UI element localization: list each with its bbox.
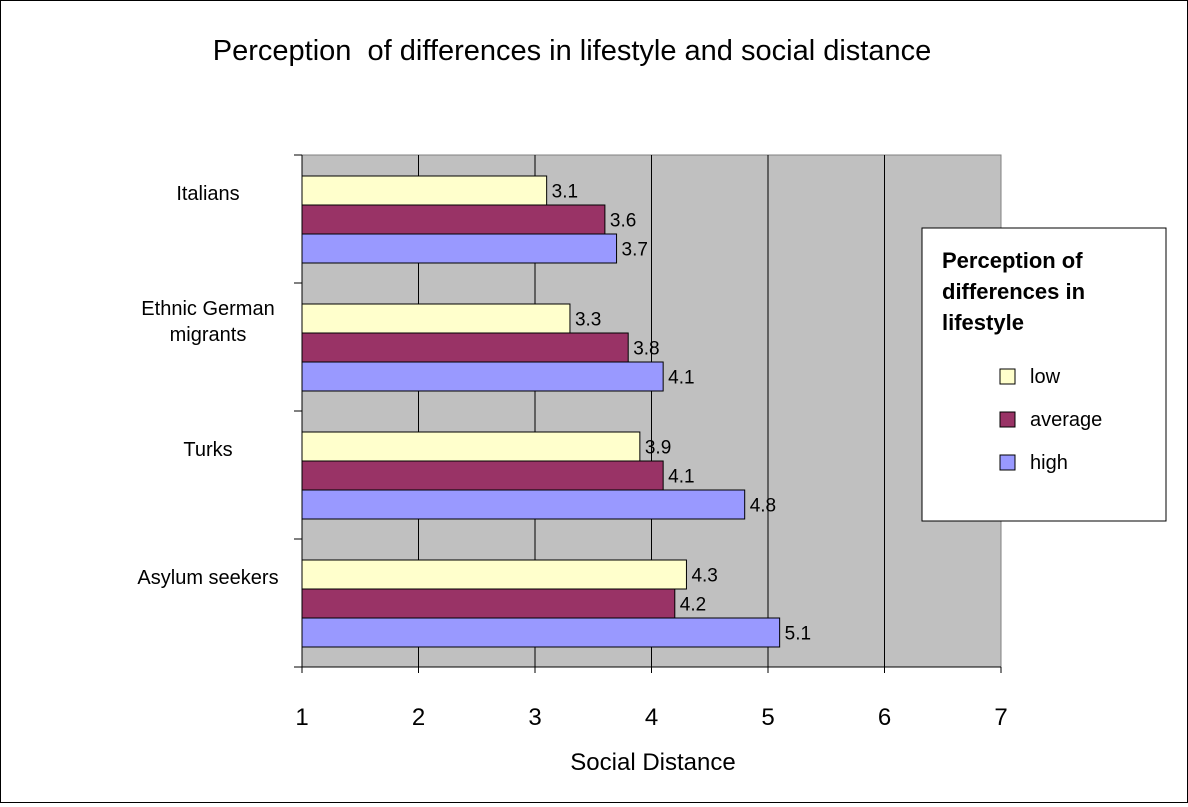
data-label: 3.9: [645, 438, 671, 459]
bar: [301, 588, 676, 619]
bar: [301, 559, 687, 590]
legend-title: lifestyle: [942, 310, 1024, 335]
category-label: Italians: [176, 183, 239, 205]
data-label: 3.8: [633, 339, 659, 360]
legend-box: [921, 227, 1167, 522]
bar: [301, 332, 629, 363]
data-label: 3.3: [575, 310, 601, 331]
x-tick-label: 3: [528, 704, 541, 731]
legend-label: average: [1030, 409, 1102, 431]
data-label: 3.7: [622, 240, 648, 261]
x-tick-label: 4: [645, 704, 658, 731]
data-label: 4.1: [668, 368, 694, 389]
bar: [301, 361, 664, 392]
bar: [301, 617, 781, 648]
data-label: 4.3: [691, 566, 717, 587]
bar: [301, 431, 641, 462]
data-label: 4.2: [680, 595, 706, 616]
legend-swatch: [999, 454, 1016, 471]
legend: Perception of differences in lifestyle low a…: [921, 227, 1167, 522]
legend-swatch: [999, 368, 1016, 385]
bar: [301, 175, 548, 206]
bar: [301, 303, 571, 334]
x-tick-label: 1: [295, 704, 308, 731]
data-label: 4.8: [750, 496, 776, 517]
data-label: 3.6: [610, 211, 636, 232]
plot-area: 1 2 3 4 5 6 7 Italians 3.1 3.6 3.7 Ethnic German mig…: [137, 154, 1008, 731]
x-tick-label: 6: [878, 704, 891, 731]
bar: [301, 233, 618, 264]
category-label: migrants: [170, 324, 247, 346]
bar: [301, 204, 606, 235]
legend-label: low: [1030, 366, 1061, 388]
x-tick-label: 2: [412, 704, 425, 731]
bar: [301, 489, 746, 520]
x-tick-label: 5: [761, 704, 774, 731]
bar: [301, 460, 664, 491]
legend-title: differences in: [942, 279, 1085, 304]
category-label: Turks: [183, 439, 232, 461]
data-label: 4.1: [668, 467, 694, 488]
legend-label: high: [1030, 452, 1068, 474]
legend-swatch: [999, 411, 1016, 428]
category-label: Ethnic German: [141, 298, 274, 320]
category-label: Asylum seekers: [137, 567, 278, 589]
data-label: 5.1: [785, 624, 811, 645]
x-axis-label: Social Distance: [570, 749, 735, 776]
chart-title: Perception of differences in lifestyle a…: [213, 35, 931, 67]
data-label: 3.1: [552, 182, 578, 203]
legend-title: Perception of: [942, 248, 1083, 273]
x-tick-label: 7: [994, 704, 1007, 731]
